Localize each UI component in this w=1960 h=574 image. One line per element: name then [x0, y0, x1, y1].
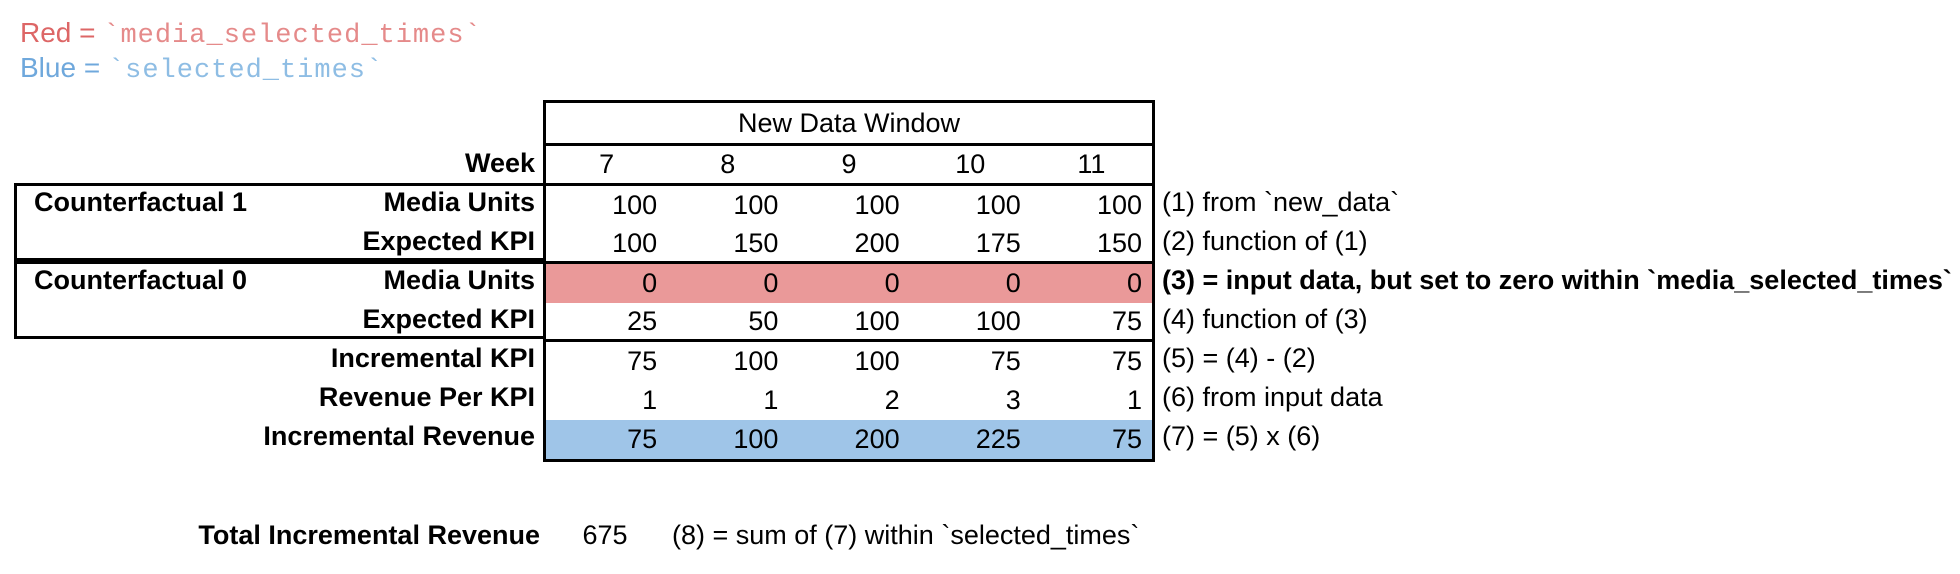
legend-red-code: `media_selected_times` [103, 21, 482, 51]
table-cell: 0 [884, 268, 900, 298]
row-label-revenue-per-kpi: Revenue Per KPI [318, 382, 535, 412]
table-cell: 100 [612, 190, 658, 220]
table-cell: 50 [748, 305, 779, 336]
table-cell: 0 [763, 268, 779, 298]
table-cell: 225 [975, 424, 1021, 454]
legend-blue: Blue = `selected_times` [20, 52, 383, 86]
table-cell: 75 [1111, 424, 1143, 454]
row-label-incremental-revenue: Incremental Revenue [263, 421, 535, 451]
table-cell: 100 [854, 305, 900, 336]
note-2: (2) function of (1) [1162, 226, 1368, 256]
note-5: (5) = (4) - (2) [1162, 343, 1316, 373]
week-number: 10 [955, 149, 986, 179]
week-number: 8 [720, 149, 736, 179]
table-cell: 2 [884, 385, 900, 415]
row-label-week: Week [464, 147, 535, 178]
row-revenue-per-kpi: 1 1 2 3 1 [546, 381, 1152, 420]
legend-red-label: Red = [20, 17, 96, 48]
legend-blue-label: Blue = [20, 52, 101, 83]
table-cell: 200 [854, 227, 900, 258]
week-number: 9 [841, 149, 857, 179]
note-7: (7) = (5) x (6) [1162, 421, 1321, 451]
group-label-counterfactual-0: Counterfactual 0 [34, 265, 248, 295]
note-3: (3) = input data, but set to zero within… [1162, 265, 1952, 295]
note-1: (1) from `new_data` [1162, 187, 1400, 217]
counterfactual-1-box [14, 183, 546, 261]
table-cell: 150 [1096, 227, 1143, 258]
row-cf1-media-units: 100 100 100 100 100 [546, 186, 1152, 225]
table-cell: 100 [975, 190, 1021, 220]
data-grid: New Data Window 7 8 9 10 11 100 100 100 … [543, 100, 1155, 462]
row-label-media-units-cf1: Media Units [383, 187, 535, 217]
table-cell: 100 [733, 190, 779, 220]
table-cell: 1 [642, 385, 658, 415]
table-cell: 150 [733, 227, 779, 258]
table-cell: 3 [1005, 385, 1021, 415]
table-cell: 75 [627, 424, 658, 454]
table-cell: 100 [975, 305, 1021, 336]
row-label-expected-kpi-cf0: Expected KPI [362, 304, 535, 334]
counterfactual-0-box [14, 261, 546, 339]
total-incremental-revenue-value: 675 [582, 519, 628, 550]
table-cell: 100 [854, 346, 900, 376]
table-cell: 200 [854, 424, 900, 454]
week-number-row: 7 8 9 10 11 [546, 146, 1152, 186]
table-cell: 0 [1005, 268, 1021, 298]
week-number: 11 [1077, 149, 1106, 179]
table-cell: 100 [612, 227, 658, 258]
table-cell: 25 [627, 305, 658, 336]
week-number: 7 [599, 149, 615, 179]
table-cell: 100 [733, 424, 779, 454]
row-label-expected-kpi-cf1: Expected KPI [362, 226, 535, 256]
row-incremental-kpi: 75 100 100 75 75 [546, 342, 1152, 381]
row-cf0-expected-kpi: 25 50 100 100 75 [546, 303, 1152, 342]
legend-blue-code: `selected_times` [107, 56, 384, 86]
table-cell: 1 [763, 385, 779, 415]
row-cf1-expected-kpi: 100 150 200 175 150 [546, 225, 1152, 264]
note-6: (6) from input data [1162, 382, 1383, 412]
table-cell: 0 [1126, 268, 1143, 298]
row-cf0-media-units-highlighted: 0 0 0 0 0 [546, 264, 1152, 303]
table-cell: 75 [1111, 346, 1143, 376]
table-cell: 75 [990, 346, 1021, 376]
table-cell: 100 [1096, 190, 1143, 220]
table-cell: 0 [642, 268, 658, 298]
table-cell: 175 [975, 227, 1021, 258]
table-cell: 75 [627, 346, 658, 376]
grid-header-row: New Data Window [546, 103, 1152, 146]
table-cell: 100 [733, 346, 779, 376]
row-label-media-units-cf0: Media Units [383, 265, 535, 295]
group-label-counterfactual-1: Counterfactual 1 [34, 187, 248, 217]
table-cell: 100 [854, 190, 900, 220]
note-8: (8) = sum of (7) within `selected_times` [672, 519, 1140, 550]
row-label-incremental-kpi: Incremental KPI [330, 343, 535, 373]
grid-header-title: New Data Window [737, 107, 961, 138]
table-cell: 75 [1111, 305, 1143, 336]
note-4: (4) function of (3) [1162, 304, 1368, 334]
table-cell: 1 [1126, 385, 1143, 415]
total-incremental-revenue-label: Total Incremental Revenue [198, 519, 540, 550]
legend-red: Red = `media_selected_times` [20, 17, 482, 51]
row-incremental-revenue-highlighted: 75 100 200 225 75 [546, 420, 1152, 459]
